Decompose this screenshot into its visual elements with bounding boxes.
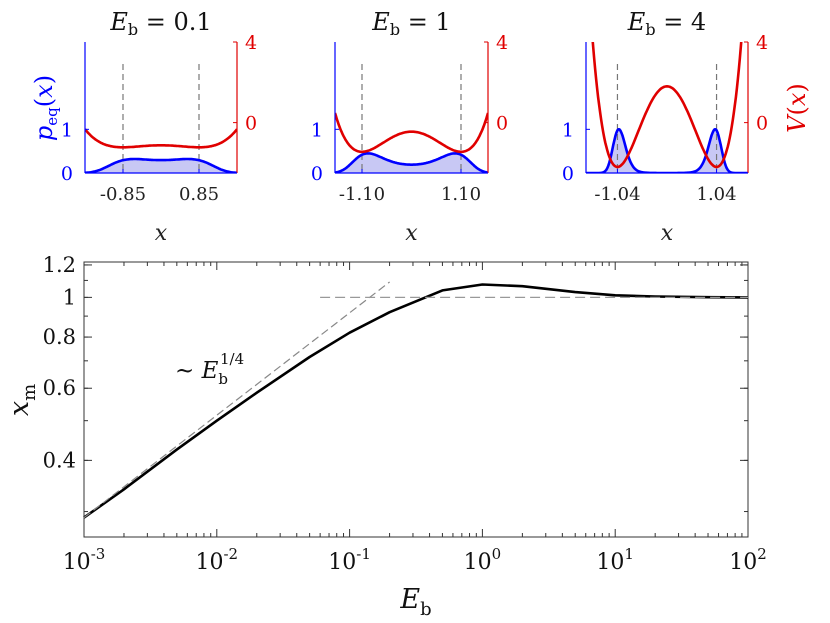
right-tick-label: 4	[245, 32, 257, 54]
x-tick-label: 1.04	[697, 184, 737, 205]
peq-fill	[586, 129, 748, 173]
x-axis-label: Eb	[399, 584, 431, 620]
x-tick-label: 1.10	[441, 184, 481, 205]
right-tick-label: 0	[245, 113, 257, 135]
right-tick-label: 0	[756, 113, 768, 135]
right-axis-title: V(x)	[783, 83, 811, 133]
x-tick-label: -1.04	[594, 184, 640, 205]
potential-curve	[85, 128, 237, 149]
x-tick-label: 10-1	[328, 545, 371, 575]
x-axis-label: x	[661, 221, 674, 246]
x-axis-label: x	[155, 221, 168, 246]
xm-curve	[83, 283, 749, 519]
panel-title: Eb = 0.1	[109, 8, 211, 39]
y-tick-label: 0.4	[43, 448, 76, 472]
x-tick-label: 101	[596, 545, 634, 575]
x-tick-label: 102	[729, 545, 767, 575]
plot-frame	[83, 261, 749, 538]
left-tick-label: 1	[562, 119, 574, 141]
peq-fill	[335, 153, 488, 173]
y-axis-label: xm	[4, 384, 40, 416]
y-tick-label: 0.8	[43, 325, 76, 349]
left-tick-label: 1	[61, 119, 73, 141]
y-tick-label: 1	[63, 285, 76, 309]
right-tick-label: 4	[496, 32, 508, 54]
left-tick-label: 1	[311, 119, 323, 141]
power-law-guide	[83, 281, 390, 519]
x-tick-label: -0.85	[100, 184, 146, 205]
potential-curve	[335, 112, 488, 154]
left-tick-label: 0	[311, 163, 323, 185]
x-tick-label: 10-3	[63, 545, 106, 575]
x-tick-label: -1.10	[339, 184, 385, 205]
right-tick-label: 0	[496, 113, 508, 135]
peq-curve	[85, 157, 237, 173]
x-tick-label: 100	[464, 545, 502, 575]
y-tick-label: 0.6	[43, 376, 76, 400]
left-axis-title: peq(x)	[30, 75, 61, 141]
x-axis-label: x	[405, 221, 418, 246]
panel-title: Eb = 4	[627, 8, 706, 39]
power-law-annotation: ~ Eb1/4	[175, 350, 244, 388]
left-tick-label: 0	[562, 163, 574, 185]
potential-curve	[591, 42, 743, 169]
peq-curve	[335, 151, 488, 173]
left-tick-label: 0	[61, 163, 73, 185]
x-tick-label: 0.85	[179, 184, 219, 205]
panel-title: Eb = 1	[371, 8, 450, 39]
x-tick-label: 10-2	[195, 545, 238, 575]
y-tick-label: 1.2	[43, 253, 76, 277]
right-tick-label: 4	[756, 32, 768, 54]
peq-curve	[586, 127, 748, 173]
